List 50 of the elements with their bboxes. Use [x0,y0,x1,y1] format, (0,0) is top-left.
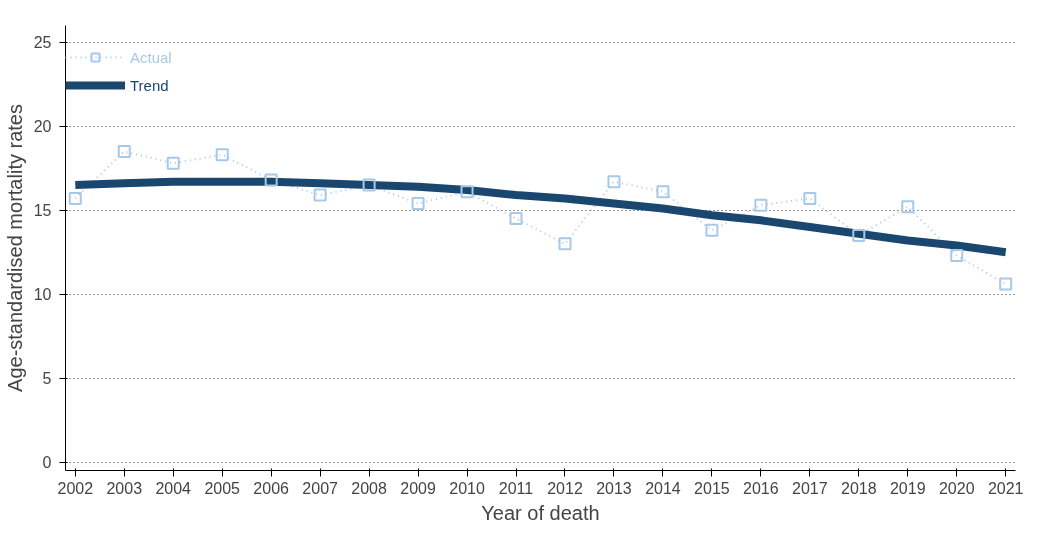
y-tick-label: 0 [42,454,52,472]
point [411,197,425,210]
point [607,175,621,189]
legend-label: Trend [130,76,169,94]
x-tick-label: 2009 [400,479,436,497]
legend-label: Actual [130,48,172,66]
x-tick-label: 2015 [694,479,730,497]
x-tick-label: 2013 [596,479,632,497]
point [313,188,327,202]
point [166,156,180,170]
x-tick-label: 2008 [351,479,388,497]
x-tick-label: 2016 [743,479,779,497]
point [950,249,964,263]
x-tick-label: 2021 [987,479,1024,497]
x-tick-label: 2003 [106,479,143,497]
point [460,185,474,199]
x-axis-title: Year of death [481,501,600,524]
point [117,144,131,158]
point [754,198,768,212]
x-tick-label: 2020 [938,479,975,497]
point [68,191,82,205]
x-tick-label: 2004 [155,479,192,497]
point [264,173,278,187]
point [509,212,523,226]
x-tick-label: 2005 [204,479,241,497]
point [901,200,915,214]
point [705,223,719,237]
y-tick-label: 5 [42,370,52,388]
x-tick-label: 2018 [841,479,877,497]
y-axis-title: Age-standardised mortality rates [3,104,26,392]
x-tick-label: 2014 [645,479,681,497]
x-tick-label: 2010 [449,479,485,497]
x-tick-label: 2011 [498,479,534,497]
point [558,237,572,251]
x-tick-label: 2012 [547,479,583,497]
x-tick-label: 2002 [57,479,94,497]
x-tick-label: 2017 [792,479,828,497]
x-tick-label: 2006 [253,479,290,497]
y-tick-label: 25 [33,34,52,52]
y-tick-label: 15 [33,202,52,220]
point [999,277,1013,291]
point [362,178,376,192]
point [852,228,866,242]
point [656,185,670,199]
point [803,191,817,205]
y-tick-label: 10 [33,286,52,304]
y-tick-label: 20 [33,118,52,136]
point [215,148,229,162]
x-tick-label: 2019 [889,479,926,497]
x-tick-label: 2007 [302,479,339,497]
